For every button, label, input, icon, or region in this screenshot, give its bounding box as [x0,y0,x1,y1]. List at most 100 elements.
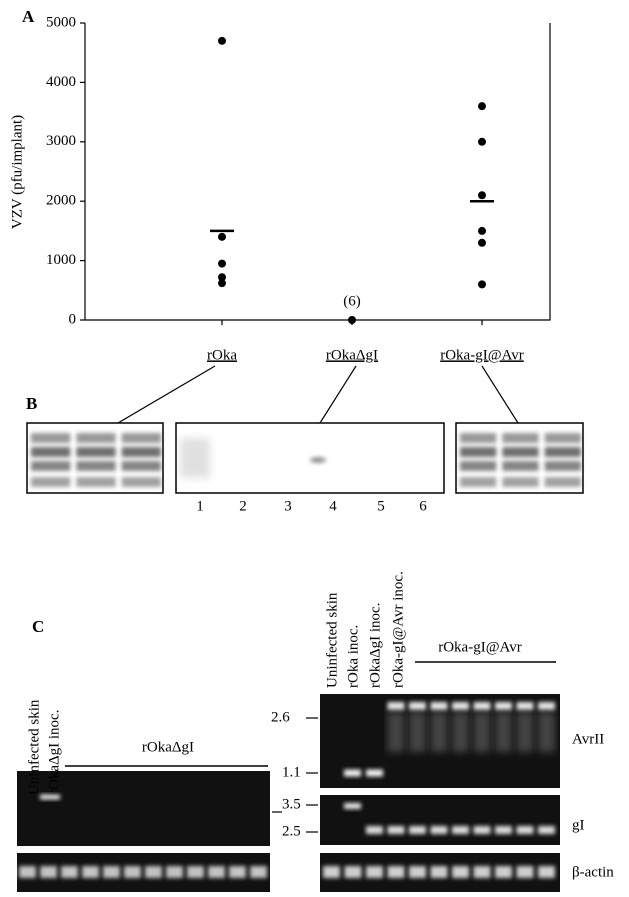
gel-band [409,826,426,834]
connectors [117,365,519,424]
blot-band [121,461,161,471]
gel-band [208,866,225,878]
y-tick-label: 1000 [46,252,76,268]
blot-band [76,447,116,457]
blot-spot [310,457,326,463]
row-label: β-actin [572,864,614,880]
gel-smear [516,712,534,752]
blot-band [544,433,581,443]
gel-band [344,803,361,809]
gel-band [430,826,448,834]
lane-number: 2 [239,498,247,514]
gel-band [473,826,491,834]
gel [320,795,560,845]
point [218,259,226,268]
lane-number: 6 [419,498,427,514]
gel-band [473,702,491,710]
blot-band [460,477,497,487]
point [348,316,356,324]
gel-smear [430,712,448,752]
y-tick-label: 0 [69,311,77,327]
column-label: Uninfected skin [26,699,42,795]
size-marker: 1.1 [282,764,301,780]
column-label: rOkaΔgI inoc. [367,603,383,688]
panel-label: B [26,394,37,413]
gel-band [538,702,555,710]
gel-smear [409,712,426,752]
gel-band [430,702,448,710]
gel-band [229,866,246,878]
blot-band [502,477,539,487]
gel-band [495,826,512,834]
x-tick-label: rOka-gI@Avr [440,347,524,363]
gel [17,771,270,846]
point [218,232,226,241]
gel-smear [387,712,405,752]
point [218,273,226,282]
blot-band [544,477,581,487]
gel-band [409,866,426,878]
point [478,191,486,200]
gel-band [430,866,448,878]
panel-label: A [22,7,35,26]
point [478,137,486,146]
panel-label: C [32,617,44,636]
blot-band [121,447,161,457]
gel-band [40,866,57,878]
lane-number: 5 [377,498,385,514]
gel-band [387,702,405,710]
size-marker: 2.6 [271,709,290,725]
x-tick-label: rOkaΔgI [326,347,378,363]
gel-band [61,866,78,878]
gel-band [366,769,383,777]
connector [117,365,216,424]
gel-band [166,866,183,878]
lane-number: 3 [284,498,292,514]
gel [17,853,270,892]
y-tick-label: 3000 [46,133,76,149]
gel-band [40,794,60,800]
gel-band [516,826,534,834]
column-label: rOka-gI@Avr inoc. [390,571,406,688]
gel-band [366,826,383,834]
column-label: Uninfected skin [324,592,340,688]
gel-band [323,866,340,878]
blot-band [544,461,581,471]
group-label: rOka-gI@Avr [438,639,522,655]
connector [481,365,519,424]
annotation: (6) [343,293,361,309]
gel-band [82,866,99,878]
column-label: rOkaΔgI inoc. [46,710,62,795]
gel-band [452,826,469,834]
gel-band [344,866,362,878]
lane-number: 1 [196,498,204,514]
gel-band [538,826,555,834]
gel-band [495,702,512,710]
gel-band [250,866,267,878]
gel-band [538,866,555,878]
gel-band [124,866,141,878]
blot-band [121,477,161,487]
gel-band [473,866,491,878]
gel-band [344,769,361,777]
gel-band [387,826,405,834]
lane-number: 4 [329,498,337,514]
blot-band [460,461,497,471]
gel-smear [452,712,469,752]
gel-band [187,866,204,878]
gel-band [516,866,534,878]
gel-band [19,866,36,878]
gel-band [516,702,534,710]
gel-smear [473,712,491,752]
gel-band [366,866,383,878]
column-label: rOka inoc. [345,625,361,688]
y-tick-label: 2000 [46,193,76,209]
gel-band [387,866,405,878]
gel-band [145,866,162,878]
blot-band [460,433,497,443]
gel-band [409,702,426,710]
blot-band [76,477,116,487]
blot-band [121,433,161,443]
connector [319,365,357,424]
